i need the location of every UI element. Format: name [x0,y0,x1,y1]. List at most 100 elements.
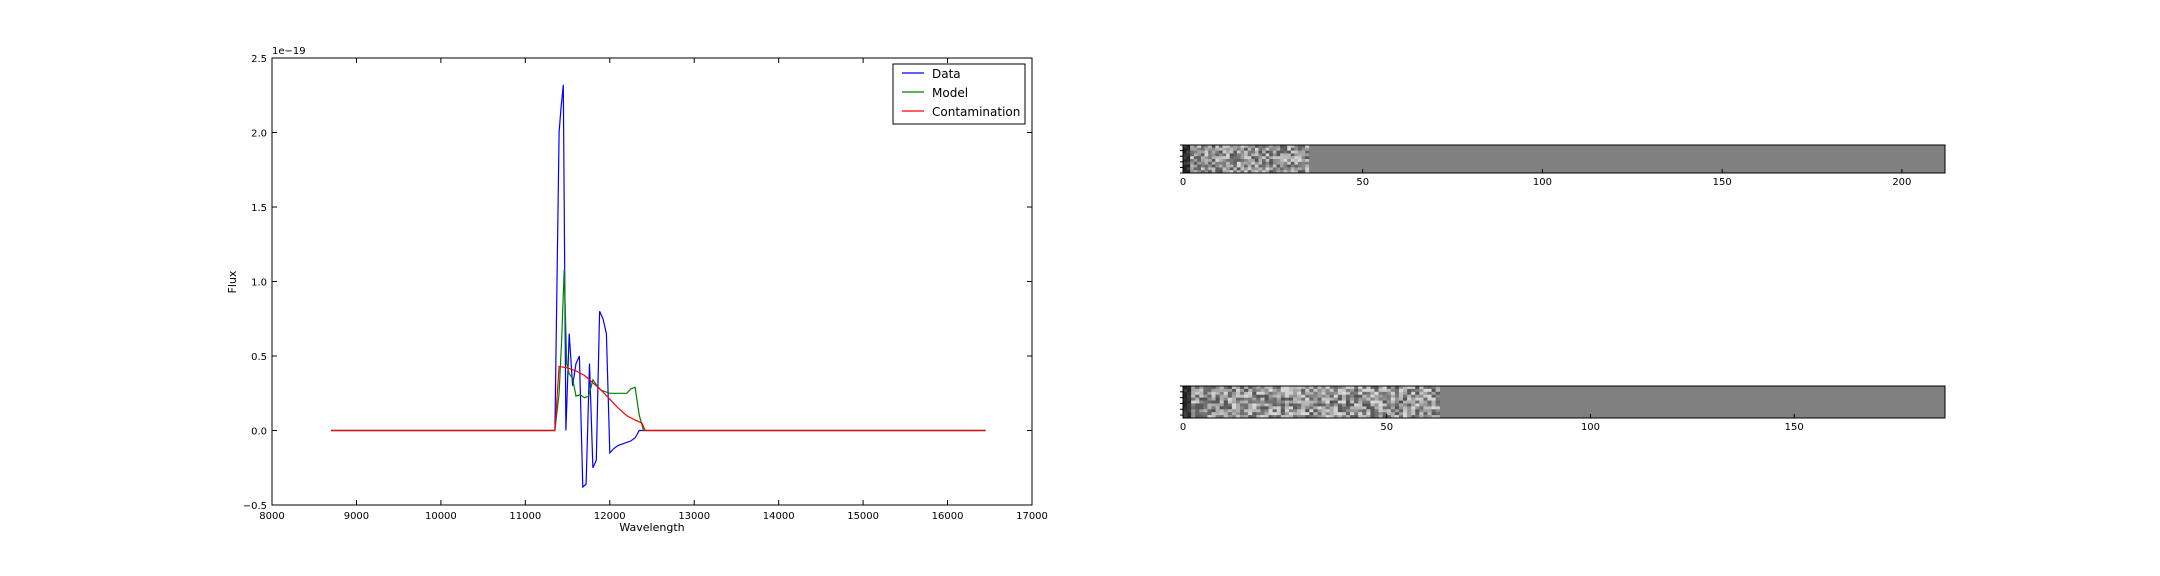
pixel [1362,400,1367,404]
pixel [1240,145,1245,149]
pixel [1325,394,1330,398]
pixel [1229,153,1234,157]
pixel [1358,412,1363,416]
pixel [1215,386,1220,390]
pixel [1394,388,1400,393]
pixel [1219,400,1225,404]
pixel [1265,145,1270,149]
pixel [1233,147,1238,151]
pixel [1248,406,1253,410]
pixel [1254,147,1259,151]
pixel [1423,403,1428,407]
pixel [1247,145,1252,149]
pixel [1195,403,1200,407]
pixel [1226,153,1231,157]
pixel [1244,412,1249,416]
pixel [1337,394,1343,398]
pixel [1215,156,1220,160]
pixel [1269,159,1274,163]
pixel [1240,167,1245,171]
pixel [1183,164,1187,168]
pixel [1394,394,1400,398]
pixel [1382,400,1388,404]
pixel [1288,409,1294,413]
pixel [1301,388,1306,393]
pixel [1411,394,1416,398]
pixel [1203,406,1208,410]
pixel [1252,406,1257,410]
pixel [1191,391,1196,396]
pixel [1293,409,1298,413]
pixel [1219,412,1225,416]
pixel [1305,164,1310,168]
pixel [1244,153,1248,157]
pixel [1305,400,1310,404]
pixel [1222,167,1227,171]
pixel [1298,167,1302,171]
pixel [1337,397,1343,401]
pixel [1288,400,1294,404]
pixel [1407,388,1412,393]
pixel [1419,415,1424,419]
pixel [1345,388,1351,393]
pixel [1350,394,1355,398]
pixel [1262,164,1266,168]
pixel [1244,150,1248,154]
pixel [1204,153,1209,157]
pixel [1233,159,1238,163]
pixel [1207,406,1212,410]
pixel [1276,400,1282,404]
pixel [1403,406,1408,410]
pixel [1203,412,1208,416]
legend-label: Data [932,67,961,81]
pixel [1301,167,1306,171]
pixel [1407,397,1412,401]
pixel [1398,403,1404,407]
pixel [1431,409,1436,413]
pixel [1293,391,1298,396]
pixel [1382,406,1388,410]
pixel [1366,403,1371,407]
pixel [1329,406,1335,410]
y-tick-label: 1.5 [251,203,267,214]
pixel [1309,397,1314,401]
pixel [1223,403,1229,407]
pixel [1215,403,1220,407]
pixel [1247,147,1252,151]
pixel [1215,412,1220,416]
pixel [1240,397,1245,401]
pixel [1284,386,1290,390]
pixel [1190,153,1195,157]
pixel [1423,391,1428,396]
pixel [1251,147,1256,151]
pixel [1350,409,1355,413]
pixel [1204,161,1209,165]
pixel [1226,170,1231,174]
pixel [1309,394,1314,398]
pixel [1394,391,1400,396]
pixel [1386,409,1392,413]
pixel [1403,403,1408,407]
pixel [1268,394,1273,398]
pixel [1276,394,1282,398]
pixel [1386,391,1392,396]
pixel [1227,415,1233,419]
pixel [1435,403,1441,407]
pixel [1350,406,1355,410]
pixel [1204,150,1209,154]
pixel [1276,406,1282,410]
pixel [1215,159,1220,163]
pixel [1280,406,1286,410]
pixel [1354,406,1359,410]
pixel [1284,388,1290,393]
pixel [1222,145,1227,149]
pixel [1183,388,1188,393]
pixel [1287,156,1292,160]
pixel [1195,394,1200,398]
pixel [1423,409,1428,413]
pixel [1227,388,1233,393]
pixel [1276,412,1282,416]
pixel [1268,386,1273,390]
pixel [1218,161,1223,165]
pixel [1350,391,1355,396]
